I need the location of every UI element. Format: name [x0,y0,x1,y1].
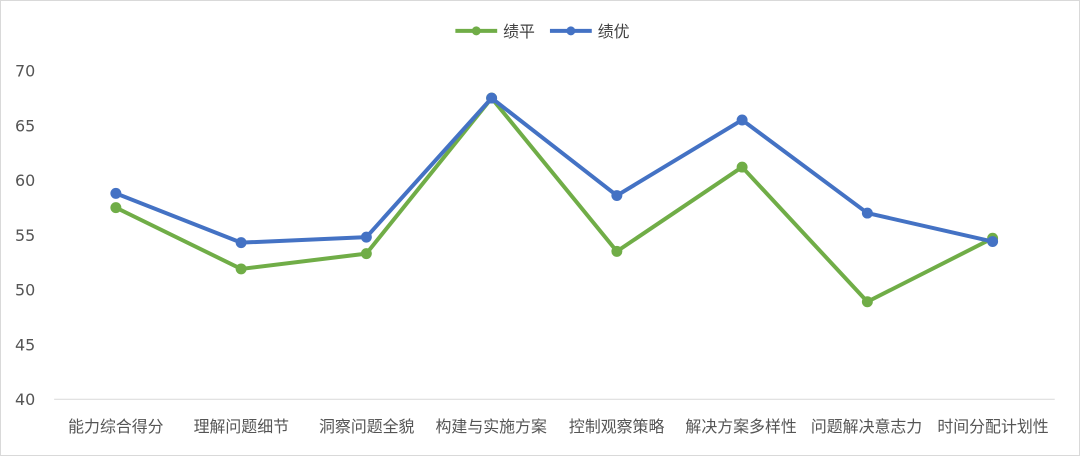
data-point [736,114,748,126]
legend-marker-series-2 [566,26,576,36]
x-tick-label: 时间分配计划性 [937,417,1048,436]
series-line-2 [113,96,995,245]
x-tick-label: 洞察问题全貌 [319,417,415,436]
data-point [611,190,623,202]
legend-entry-series-1: 绩平 [455,22,535,41]
x-tick-label: 问题解决意志力 [811,417,922,436]
x-tick-label: 构建与实施方案 [436,417,547,436]
data-point [235,263,247,275]
series-2 [110,92,999,249]
y-tick-label: 45 [15,335,35,354]
data-point [486,92,498,104]
x-tick-label: 控制观察策略 [569,417,665,436]
series-1 [110,92,999,308]
y-tick-label: 50 [15,281,35,300]
y-tick-label: 60 [15,171,35,190]
x-axis: 能力综合得分 理解问题细节 洞察问题全貌 构建与实施方案 控制观察策略 解决方案… [68,417,1049,436]
legend-label-series-2: 绩优 [598,22,630,41]
legend-marker-series-1 [471,26,481,36]
legend-label-series-1: 绩平 [503,22,535,41]
x-tick-label: 理解问题细节 [194,417,290,436]
y-tick-label: 40 [15,390,35,409]
legend-entry-series-2: 绩优 [549,22,630,41]
x-tick-label: 能力综合得分 [68,417,164,436]
data-point [360,248,372,260]
data-point [861,207,873,219]
y-tick-label: 70 [15,62,35,81]
y-tick-label: 65 [15,116,35,135]
data-point [861,296,873,308]
x-tick-label: 解决方案多样性 [685,417,796,436]
series-line-1 [113,96,995,304]
data-point [235,237,247,249]
data-point [110,187,122,199]
series-layer [110,92,999,308]
data-point [987,236,999,248]
y-axis: 70 65 60 55 50 45 40 [15,62,35,410]
legend: 绩平 绩优 [455,22,630,41]
data-point [611,245,623,257]
data-point [736,161,748,173]
data-point [360,231,372,243]
y-tick-label: 55 [15,226,35,245]
data-point [110,202,122,214]
